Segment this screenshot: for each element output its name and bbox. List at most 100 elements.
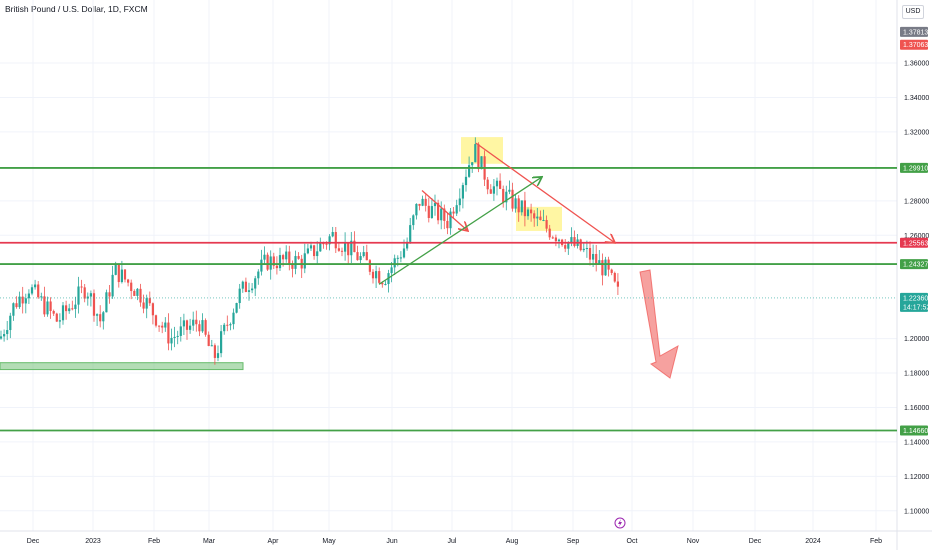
candle [49, 297, 52, 319]
candle [368, 258, 371, 276]
candle-body [309, 245, 313, 249]
candle [257, 269, 260, 285]
candle [340, 247, 344, 257]
currency-badge[interactable]: USD [902, 5, 924, 19]
candle-body [257, 271, 260, 279]
candle [331, 226, 334, 238]
candle [201, 313, 204, 333]
level-tag-text: 1.14660 [903, 428, 928, 435]
candle [263, 246, 266, 264]
candle-body [37, 284, 40, 298]
candle-body [114, 263, 117, 275]
trend-arrow-down-main [475, 142, 614, 242]
candle [505, 185, 508, 211]
candle-body [604, 259, 607, 276]
candle [424, 194, 427, 212]
candle [464, 169, 468, 192]
candle-body [368, 260, 371, 272]
candle [68, 303, 71, 314]
candle-body [486, 179, 489, 190]
candle [613, 271, 616, 283]
candle-body [381, 282, 384, 285]
candle-body [353, 240, 356, 253]
candle-body [198, 324, 201, 332]
candle [40, 292, 43, 301]
x-tick-label: Dec [749, 538, 762, 545]
candle [316, 241, 319, 265]
candle [176, 330, 179, 345]
candle [582, 242, 585, 253]
candle-body [288, 251, 291, 265]
candle [300, 254, 303, 279]
candle-body [291, 264, 294, 269]
candle [275, 256, 278, 275]
candle-body [68, 308, 71, 312]
candle-body [71, 308, 74, 310]
candle-body [220, 331, 223, 354]
candle [272, 252, 275, 270]
price-tag-bg [900, 39, 928, 50]
candle [430, 198, 433, 219]
candle [65, 300, 68, 320]
candle-body [12, 303, 15, 316]
candle [223, 322, 226, 335]
candle-body [182, 320, 185, 327]
x-tick-label: Jul [448, 538, 457, 545]
y-tick-label: 1.20000 [904, 336, 929, 343]
candle [576, 233, 579, 249]
candle-body [458, 198, 461, 206]
x-axis-ticks: Dec 2023 Feb Mar Apr May Jun Jul Aug Sep Oct Nov Dec… [27, 538, 882, 545]
y-tick-label: 1.26000 [904, 233, 929, 240]
candle-body [244, 281, 247, 292]
candle-body [173, 336, 176, 338]
candle [548, 224, 551, 240]
x-tick-label: Oct [627, 538, 638, 545]
price-tag-bg [900, 26, 928, 37]
x-tick-label: Jun [386, 538, 397, 545]
candle [375, 265, 378, 289]
candle-body [167, 322, 170, 344]
candle [15, 296, 18, 309]
candle [530, 203, 533, 222]
candle [415, 203, 418, 220]
candle-body [340, 250, 344, 252]
candle-body [176, 335, 179, 337]
candle [21, 286, 24, 314]
candle [604, 256, 607, 276]
candle-body [278, 255, 282, 269]
candle-body [399, 257, 402, 259]
candle-body [226, 324, 229, 326]
candle [18, 291, 21, 309]
x-tick-label: Feb [870, 538, 882, 545]
candle-body [316, 251, 319, 257]
level-tag: 1.25563 [900, 237, 928, 248]
candle [443, 204, 446, 230]
candle [607, 256, 610, 277]
candle [334, 226, 337, 254]
candle-body [588, 248, 592, 260]
candle [127, 278, 130, 287]
candle [458, 188, 461, 212]
candle [204, 318, 207, 337]
candle [579, 238, 582, 252]
candle [148, 291, 151, 307]
candle-body [282, 255, 285, 260]
candle-body [452, 211, 455, 214]
candle-body [99, 314, 102, 322]
y-tick-label: 1.32000 [904, 129, 929, 136]
candle [139, 283, 142, 307]
candle [198, 320, 201, 337]
candle [182, 313, 185, 335]
candle-body [18, 296, 21, 308]
candle-body [24, 298, 27, 304]
candle-body [430, 206, 433, 218]
candle [170, 328, 173, 351]
candle [285, 245, 288, 263]
candle [313, 244, 316, 260]
candle [384, 280, 387, 286]
candle-body [40, 296, 43, 298]
candle-body [319, 243, 322, 252]
candle-body [480, 156, 483, 170]
